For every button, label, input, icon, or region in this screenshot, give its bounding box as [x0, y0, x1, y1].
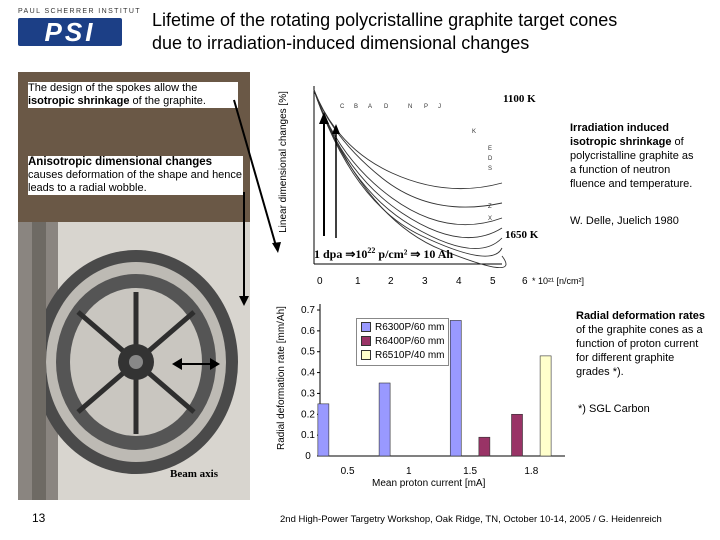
x-tick-label: 1.5 — [463, 466, 477, 477]
svg-text:K: K — [472, 129, 476, 135]
top-chart-ylabel: Linear dimensional changes [%] — [278, 91, 289, 233]
dpa-part-a: 1 dpa — [314, 247, 346, 261]
iso-caption-rest: of polycristalline graphite as a functio… — [570, 136, 694, 190]
rad-caption-bold: Radial deformation rates — [576, 310, 705, 322]
legend-swatch — [361, 322, 371, 333]
legend-item: R6400P/60 mm — [361, 335, 444, 349]
svg-text:D: D — [488, 156, 493, 162]
bar — [478, 436, 491, 457]
svg-text:S: S — [488, 166, 492, 172]
deformation-bar-chart: 0 0.1 0.2 0.3 0.4 0.5 0.6 0.7 0.5 1 1.5 1.8 — [301, 304, 565, 477]
sgl-footnote: *) SGL Carbon — [578, 403, 650, 415]
legend-item: R6510P/40 mm — [361, 349, 444, 363]
anisotropic-note: Anisotropic dimensional changes causes d… — [28, 156, 243, 195]
label-1650k: 1650 K — [505, 229, 539, 241]
svg-text:N: N — [408, 104, 412, 110]
title-line-2: due to irradiation-induced dimensional c… — [152, 33, 530, 53]
svg-text:E: E — [488, 146, 492, 152]
radial-deformation-caption: Radial deformation rates of the graphite… — [576, 309, 708, 379]
bottom-chart-ylabel: Radial deformation rate [mm/Ah] — [276, 306, 287, 450]
dpa-sup: 22 — [367, 246, 376, 255]
y-tick-label: 0.7 — [301, 305, 315, 316]
x-tick-label: 1 — [406, 466, 412, 477]
top-x-tick: 0 — [317, 276, 323, 287]
y-tick-label: 0 — [305, 451, 311, 462]
legend-swatch — [361, 350, 371, 361]
spokes-design-note: The design of the spokes allow the isotr… — [28, 82, 238, 108]
logo-mark: PSI — [18, 18, 122, 46]
beam-axis-label: Beam axis — [170, 468, 218, 480]
y-tick-label: 0.3 — [301, 388, 315, 399]
delle-credit: W. Delle, Juelich 1980 — [570, 215, 679, 227]
svg-text:D: D — [384, 104, 389, 110]
x-tick-label: 0.5 — [341, 466, 355, 477]
top-x-tick: 4 — [456, 276, 462, 287]
dpa-part-b: ⇒10 — [345, 247, 368, 261]
x-tick-label: 1.8 — [524, 466, 538, 477]
bar — [317, 403, 330, 457]
bar — [539, 355, 552, 457]
y-tick-label: 0.5 — [301, 347, 315, 358]
y-tick-label: 0.1 — [301, 430, 315, 441]
legend-label: R6300P/60 mm — [375, 322, 445, 333]
top-x-tick: 2 — [388, 276, 394, 287]
svg-text:A: A — [368, 104, 372, 110]
legend-label: R6510P/40 mm — [375, 350, 445, 361]
svg-text:C: C — [340, 104, 345, 110]
rad-caption-rest: of the graphite cones as a function of p… — [576, 324, 703, 378]
y-tick-label: 0.6 — [301, 326, 315, 337]
y-tick-label: 0.2 — [301, 409, 315, 420]
spokes-note-tail: of the graphite. — [129, 95, 206, 107]
label-1100k: 1100 K — [503, 93, 536, 105]
anisotropic-note-heading: Anisotropic dimensional changes — [28, 156, 213, 168]
dpa-part-c: p/cm² ⇒ 10 Ah — [375, 247, 454, 261]
slide-title: Lifetime of the rotating polycristalline… — [152, 9, 712, 55]
spokes-note-bold: isotropic shrinkage — [28, 95, 130, 107]
page-number: 13 — [32, 511, 46, 525]
footer-text: 2nd High-Power Targetry Workshop, Oak Ri… — [280, 514, 662, 525]
target-cone-photo — [18, 72, 250, 500]
svg-text:J: J — [438, 104, 441, 110]
bar — [449, 320, 462, 457]
institute-name: PAUL SCHERRER INSTITUT — [18, 8, 141, 15]
anisotropic-note-text: causes deformation of the shape and henc… — [28, 169, 243, 194]
legend-label: R6400P/60 mm — [375, 336, 445, 347]
bar — [378, 382, 391, 457]
psi-logo: PAUL SCHERRER INSTITUT PSI — [18, 8, 141, 50]
legend-item: R6300P/60 mm — [361, 321, 444, 335]
bar — [511, 413, 523, 457]
bar-chart-legend: R6300P/60 mm R6400P/60 mm R6510P/40 mm — [356, 318, 450, 366]
top-x-tick: 5 — [490, 276, 496, 287]
isotropic-shrinkage-caption: Irradiation induced isotropic shrinkage … — [570, 121, 700, 191]
top-x-tick: 1 — [355, 276, 361, 287]
bottom-chart-xlabel: Mean proton current [mA] — [372, 478, 486, 489]
iso-caption-bold: Irradiation induced isotropic shrinkage — [570, 122, 672, 148]
y-tick-label: 0.4 — [301, 368, 315, 379]
dpa-conversion: 1 dpa ⇒1022 p/cm² ⇒ 10 Ah — [314, 246, 453, 262]
spokes-note-text: The design of the spokes allow the — [28, 82, 198, 94]
top-x-unit: * 10²¹ [n/cm²] — [532, 276, 585, 286]
svg-text:B: B — [354, 104, 358, 110]
svg-text:P: P — [424, 104, 428, 110]
title-line-1: Lifetime of the rotating polycristalline… — [152, 10, 618, 30]
top-x-tick: 6 — [522, 276, 528, 287]
svg-text:X: X — [488, 216, 492, 222]
legend-swatch — [361, 336, 371, 347]
top-x-tick: 3 — [422, 276, 428, 287]
svg-text:Z: Z — [488, 204, 492, 210]
